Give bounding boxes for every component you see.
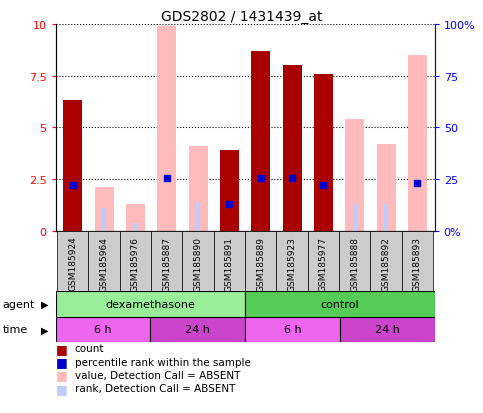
- Bar: [384, 204, 388, 231]
- Text: rank, Detection Call = ABSENT: rank, Detection Call = ABSENT: [75, 383, 235, 393]
- Bar: [353, 204, 356, 231]
- Bar: [220, 151, 239, 231]
- Bar: [283, 66, 301, 231]
- Bar: [251, 52, 270, 231]
- Text: GSM185888: GSM185888: [350, 236, 359, 291]
- Bar: [63, 101, 82, 231]
- Bar: [314, 74, 333, 231]
- Text: ■: ■: [56, 355, 67, 368]
- Text: ■: ■: [56, 342, 67, 355]
- Bar: [276, 231, 308, 291]
- Bar: [245, 317, 340, 342]
- Text: 24 h: 24 h: [375, 325, 400, 335]
- Bar: [402, 231, 433, 291]
- Bar: [339, 231, 370, 291]
- Text: 24 h: 24 h: [185, 325, 210, 335]
- Bar: [102, 209, 106, 231]
- Bar: [196, 202, 200, 231]
- Text: GSM185964: GSM185964: [99, 236, 109, 291]
- Text: 6 h: 6 h: [284, 325, 301, 335]
- Text: agent: agent: [2, 299, 35, 309]
- Bar: [245, 231, 276, 291]
- Bar: [120, 231, 151, 291]
- Text: time: time: [2, 325, 28, 335]
- Bar: [56, 291, 245, 317]
- Bar: [377, 145, 396, 231]
- Text: GSM185892: GSM185892: [382, 236, 391, 291]
- Text: dexamethasone: dexamethasone: [105, 299, 195, 309]
- Text: GSM185924: GSM185924: [68, 236, 77, 291]
- Bar: [345, 120, 364, 231]
- Bar: [134, 223, 137, 231]
- Bar: [183, 231, 214, 291]
- Text: ▶: ▶: [41, 325, 48, 335]
- Text: GSM185976: GSM185976: [131, 236, 140, 291]
- Text: GSM185891: GSM185891: [225, 236, 234, 291]
- Text: value, Detection Call = ABSENT: value, Detection Call = ABSENT: [75, 370, 240, 380]
- Text: GSM185889: GSM185889: [256, 236, 265, 291]
- Text: 6 h: 6 h: [94, 325, 112, 335]
- Bar: [151, 231, 183, 291]
- Text: GSM185890: GSM185890: [194, 236, 203, 291]
- Text: control: control: [321, 299, 359, 309]
- Text: GSM185887: GSM185887: [162, 236, 171, 291]
- Bar: [88, 231, 120, 291]
- Text: ■: ■: [56, 382, 67, 395]
- Bar: [308, 231, 339, 291]
- Bar: [126, 204, 145, 231]
- Bar: [370, 231, 402, 291]
- Text: count: count: [75, 344, 104, 354]
- Bar: [214, 231, 245, 291]
- Bar: [95, 188, 114, 231]
- Text: ▶: ▶: [41, 299, 48, 309]
- Bar: [189, 147, 208, 231]
- Bar: [408, 56, 427, 231]
- Bar: [57, 231, 88, 291]
- Bar: [245, 291, 435, 317]
- Text: GDS2802 / 1431439_at: GDS2802 / 1431439_at: [161, 10, 322, 24]
- Text: GSM185893: GSM185893: [413, 236, 422, 291]
- Text: GSM185977: GSM185977: [319, 236, 328, 291]
- Bar: [56, 317, 150, 342]
- Text: percentile rank within the sample: percentile rank within the sample: [75, 357, 251, 367]
- Text: GSM185923: GSM185923: [287, 236, 297, 291]
- Bar: [340, 317, 435, 342]
- Bar: [157, 27, 176, 231]
- Text: ■: ■: [56, 368, 67, 382]
- Bar: [150, 317, 245, 342]
